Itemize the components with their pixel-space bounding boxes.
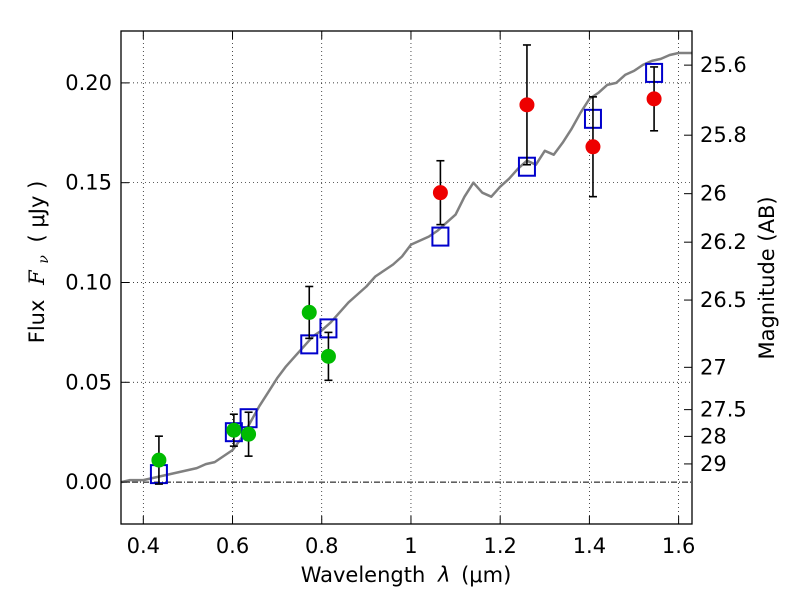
y-axis-label: Flux F ν ( μJy ) xyxy=(25,181,53,344)
model-spectrum-line xyxy=(121,51,692,484)
y-axis-label-text: Flux xyxy=(25,300,49,344)
magnitude-tick-label: 25.6 xyxy=(700,53,747,77)
y-tick-label: 0.10 xyxy=(65,270,112,294)
infrared-detection-point xyxy=(585,139,601,155)
y-tick-label: 0.05 xyxy=(65,370,112,394)
optical-detection-point xyxy=(226,422,242,438)
y-tick-label: 0.15 xyxy=(65,171,112,195)
x-axis-label-unit: (μm) xyxy=(461,563,511,587)
magnitude-tick-label: 29 xyxy=(700,452,727,476)
x-tick-label: 0.4 xyxy=(127,534,160,558)
magnitude-tick-label: 27.5 xyxy=(700,398,747,422)
model-photometry-square xyxy=(431,226,450,247)
plot-content xyxy=(121,44,692,485)
infrared-detection-point xyxy=(646,91,662,107)
x-tick-label: 1.4 xyxy=(573,534,606,558)
x-tick-label: 1.2 xyxy=(483,534,516,558)
x-axis-label: Wavelength λ (μm) xyxy=(301,563,512,587)
infrared-detection-point xyxy=(519,97,535,113)
magnitude-axis-label: Magnitude (AB) xyxy=(755,196,779,359)
y-tick-label: 0.20 xyxy=(65,71,112,95)
x-tick-label: 1 xyxy=(404,534,417,558)
x-axis-label-text: Wavelength xyxy=(301,563,426,587)
magnitude-tick-label: 26.2 xyxy=(700,230,747,254)
optical-detection-point xyxy=(301,304,317,320)
x-axis-label-symbol: λ xyxy=(437,563,450,587)
x-tick-label: 0.8 xyxy=(305,534,338,558)
optical-detection-point xyxy=(241,426,257,442)
magnitude-tick-label: 28 xyxy=(700,424,727,448)
x-tick-label: 1.6 xyxy=(662,534,695,558)
infrared-detection-point xyxy=(432,185,448,201)
y-axis-label-sub: ν xyxy=(36,255,52,264)
x-tick-label: 0.6 xyxy=(216,534,249,558)
magnitude-tick-label: 25.8 xyxy=(700,123,747,147)
optical-detection-point xyxy=(151,452,167,468)
optical-detection-point xyxy=(320,348,336,364)
y-axis-label-unit: ( μJy ) xyxy=(25,181,49,243)
magnitude-tick-label: 26.5 xyxy=(700,288,747,312)
plot-area xyxy=(121,31,692,524)
magnitude-tick-label: 26 xyxy=(700,182,727,206)
y-tick-label: 0.00 xyxy=(65,470,112,494)
plot-frame xyxy=(120,30,693,525)
y-axis-label-symbol: F xyxy=(25,269,49,286)
magnitude-tick-label: 27 xyxy=(700,355,727,379)
ticks: 0.4 0.6 0.8 1 1.2 1.4 1.6 0.00 0.05 0.10 0.15 0.20 2… xyxy=(65,31,747,558)
